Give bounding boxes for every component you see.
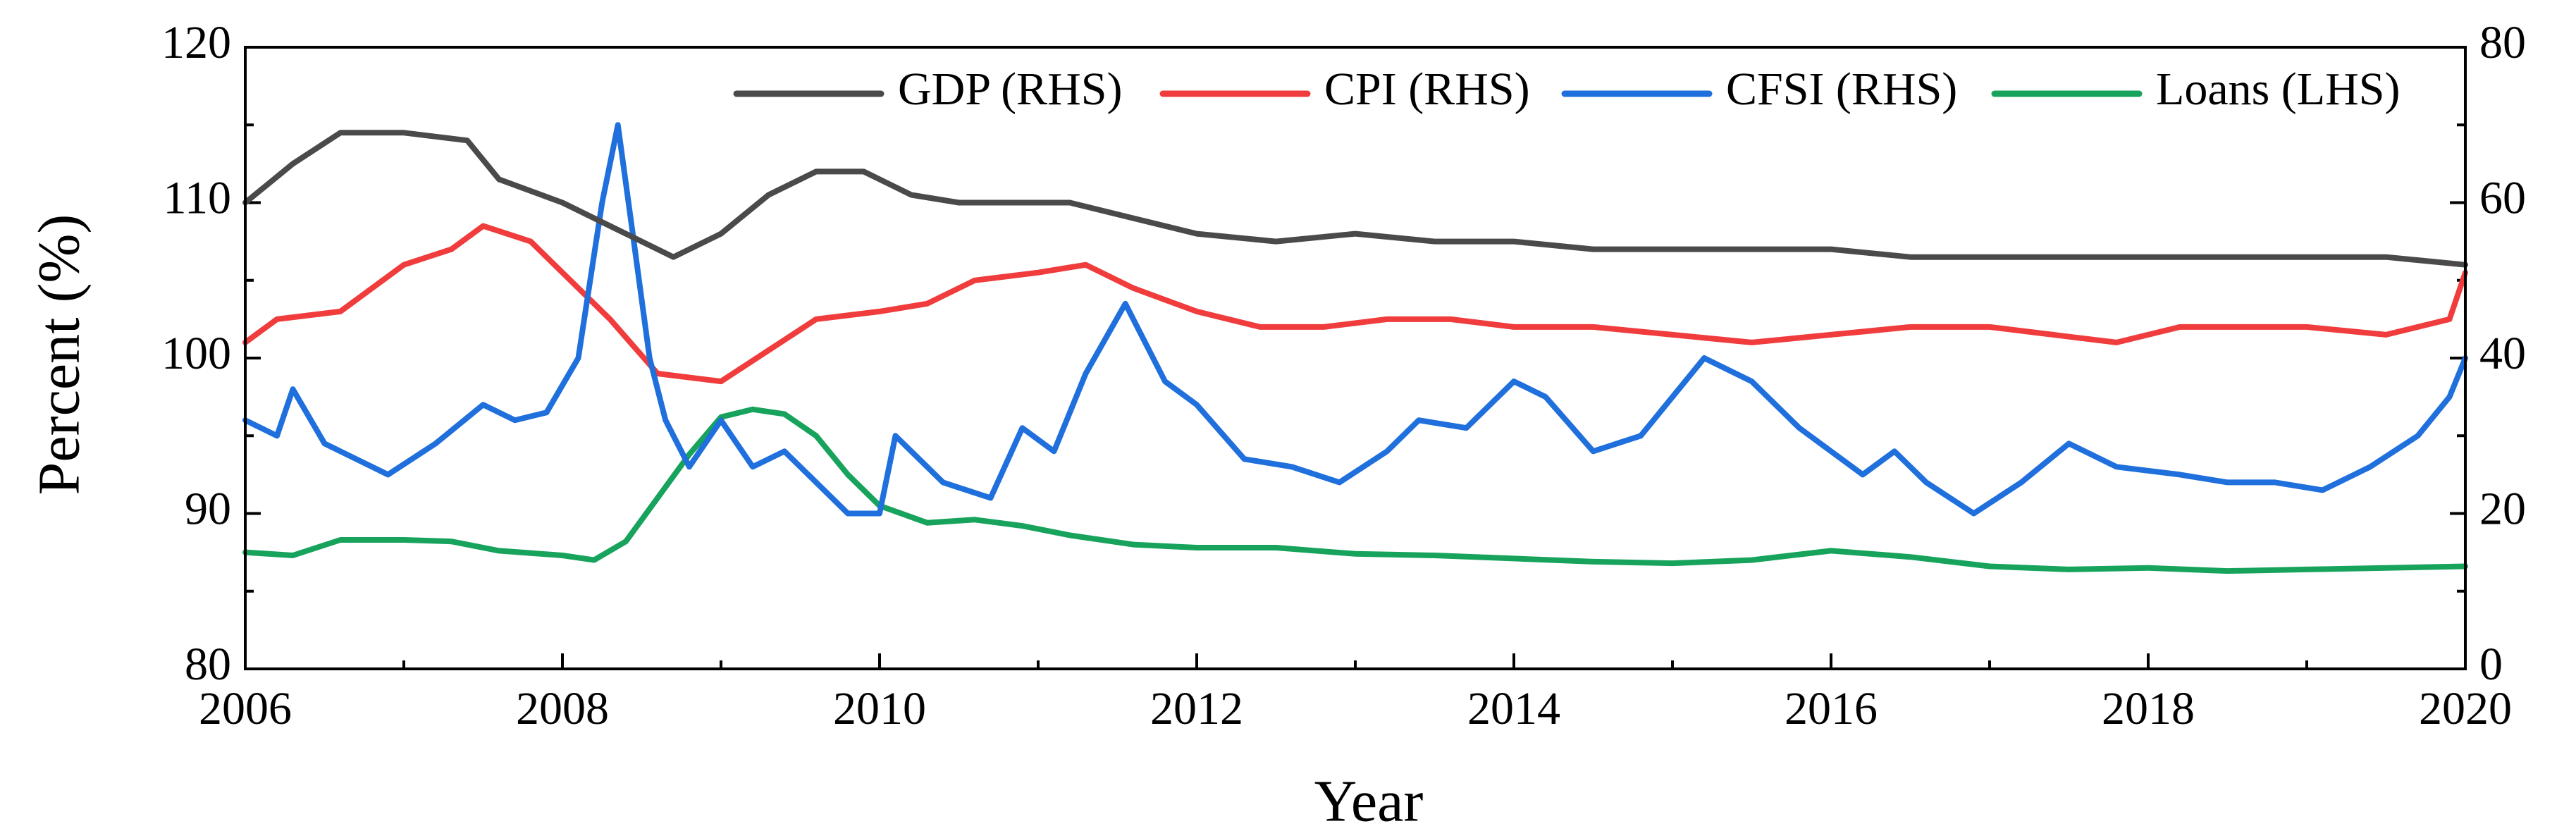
x-tick-label: 2010: [833, 683, 926, 734]
series-line-loans: [242, 406, 2468, 574]
series-line-cfsi: [242, 122, 2468, 517]
y-right-tick-label: 20: [2479, 484, 2526, 535]
y-right-tick-label: 80: [2479, 17, 2526, 68]
y-left-tick-label: 120: [161, 17, 231, 68]
legend: GDP (RHS) CPI (RHS) CFSI (RHS) Loans (LHS): [733, 63, 2400, 115]
x-tick-label: 2020: [2419, 683, 2512, 734]
y-axis-title: Percent (%): [26, 214, 92, 495]
y-right-tick-label: 40: [2479, 328, 2526, 379]
legend-label-cpi: CPI (RHS): [1324, 63, 1530, 115]
legend-label-cfsi: CFSI (RHS): [1726, 63, 1957, 115]
series-line-gdp: [242, 130, 2468, 268]
legend-label-gdp: GDP (RHS): [898, 63, 1122, 115]
x-tick-label: 2006: [199, 683, 292, 734]
x-tick-label: 2014: [1467, 683, 1560, 734]
legend-label-loans: Loans (LHS): [2156, 63, 2400, 115]
series-line-cpi: [242, 223, 2468, 385]
x-tick-label: 2012: [1150, 683, 1243, 734]
x-tick-label: 2016: [1785, 683, 1878, 734]
axis-ticks: 2006 2008 2010 2012 2014 2016 2018 2020 80 90 100 1…: [161, 17, 2526, 734]
y-left-tick-label: 100: [161, 328, 231, 379]
y-left-tick-label: 90: [185, 484, 231, 535]
plot-frame: [244, 46, 2467, 670]
y-left-tick-label: 110: [163, 173, 231, 224]
y-right-tick-label: 0: [2479, 639, 2503, 690]
x-tick-label: 2018: [2102, 683, 2195, 734]
series-lines: [242, 122, 2468, 574]
x-axis-title: Year: [1314, 768, 1424, 831]
y-right-tick-label: 60: [2479, 173, 2526, 224]
x-tick-label: 2008: [516, 683, 609, 734]
y-left-tick-label: 80: [185, 639, 231, 690]
